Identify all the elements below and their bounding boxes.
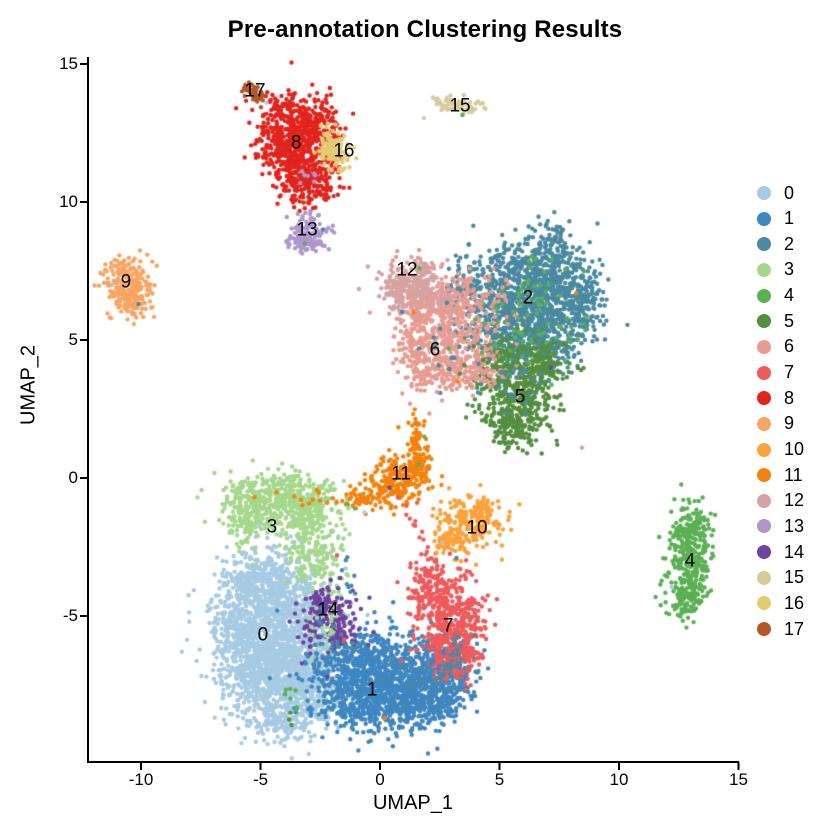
legend-item-7: 7: [757, 360, 794, 386]
legend-label-3: 3: [784, 259, 795, 280]
x-tick-label: -5: [252, 770, 269, 789]
x-tick-label: 10: [609, 770, 629, 789]
legend-label-13: 13: [784, 515, 805, 536]
cluster-label-6: 6: [429, 339, 441, 361]
legend-dot-17: [757, 622, 771, 637]
legend-item-2: 2: [757, 231, 794, 257]
legend-dot-5: [757, 314, 771, 329]
legend-label-17: 17: [784, 618, 805, 639]
x-tick-label: 5: [494, 770, 505, 789]
legend-dot-7: [757, 365, 771, 380]
legend-dot-1: [757, 211, 771, 226]
legend-dot-10: [757, 442, 771, 457]
cluster-label-1: 1: [366, 679, 378, 701]
legend-label-16: 16: [784, 592, 805, 613]
legend-item-17: 17: [757, 616, 804, 642]
legend-label-8: 8: [784, 387, 795, 408]
legend-dot-14: [757, 545, 771, 560]
legend-dot-8: [757, 391, 771, 406]
legend-dot-13: [757, 519, 771, 534]
cluster-label-13: 13: [296, 219, 318, 241]
legend-label-2: 2: [784, 233, 795, 254]
legend-item-3: 3: [757, 257, 794, 283]
legend-label-0: 0: [784, 182, 795, 203]
y-tick-label: 15: [59, 54, 78, 73]
legend-label-10: 10: [784, 439, 805, 459]
legend-item-9: 9: [757, 411, 794, 437]
cluster-label-5: 5: [514, 386, 526, 408]
cluster-label-3: 3: [266, 516, 278, 538]
legend-dot-12: [757, 493, 771, 508]
legend-item-12: 12: [757, 488, 804, 514]
x-tick-label: 15: [729, 770, 748, 789]
legend-item-0: 0: [757, 180, 794, 206]
legend-dot-4: [757, 288, 771, 303]
legend-item-11: 11: [757, 462, 803, 488]
cluster-label-4: 4: [684, 550, 696, 572]
legend-dot-9: [757, 416, 771, 431]
legend-dot-2: [757, 237, 771, 252]
x-tick-label: 0: [375, 770, 385, 789]
legend-label-5: 5: [784, 310, 795, 331]
legend-dot-16: [757, 596, 771, 611]
legend-label-4: 4: [784, 285, 795, 306]
legend-item-4: 4: [757, 283, 794, 309]
legend-label-12: 12: [784, 490, 805, 511]
cluster-label-7: 7: [442, 615, 454, 637]
cluster-label-17: 17: [244, 80, 266, 102]
cluster-label-2: 2: [522, 287, 534, 309]
legend-item-6: 6: [757, 334, 794, 360]
y-axis-title: UMAP_2: [18, 345, 41, 425]
legend-label-11: 11: [784, 464, 803, 485]
legend-label-6: 6: [784, 336, 795, 357]
cluster-label-14: 14: [317, 599, 339, 621]
legend-label-7: 7: [784, 362, 795, 383]
cluster-label-8: 8: [290, 132, 302, 154]
y-tick-label: 10: [59, 192, 78, 211]
cluster-label-16: 16: [333, 140, 355, 162]
legend-item-15: 15: [757, 565, 804, 591]
cluster-label-12: 12: [396, 259, 418, 281]
legend-item-16: 16: [757, 590, 804, 616]
legend-label-1: 1: [784, 208, 795, 229]
legend-item-13: 13: [757, 513, 804, 539]
legend-label-9: 9: [784, 413, 795, 434]
y-tick-label: -5: [62, 606, 78, 625]
y-tick-label: 0: [68, 468, 78, 487]
legend-dot-15: [757, 570, 771, 585]
legend-item-14: 14: [757, 539, 804, 565]
legend-dot-11: [757, 468, 771, 483]
legend-item-5: 5: [757, 308, 794, 334]
legend-item-10: 10: [757, 437, 804, 463]
legend-item-1: 1: [757, 206, 794, 232]
legend-dot-6: [757, 339, 771, 354]
cluster-label-11: 11: [391, 463, 411, 485]
cluster-label-0: 0: [257, 624, 269, 646]
legend-label-14: 14: [784, 541, 805, 562]
x-axis-title: UMAP_1: [372, 792, 454, 814]
legend-dot-3: [757, 262, 771, 277]
legend-dot-0: [757, 186, 771, 200]
x-tick-label: -10: [128, 770, 154, 789]
legend-label-15: 15: [784, 567, 805, 588]
cluster-label-10: 10: [466, 517, 488, 539]
legend-item-8: 8: [757, 385, 794, 411]
cluster-label-9: 9: [120, 271, 132, 293]
cluster-label-15: 15: [449, 95, 471, 117]
y-tick-label: 5: [68, 330, 78, 349]
